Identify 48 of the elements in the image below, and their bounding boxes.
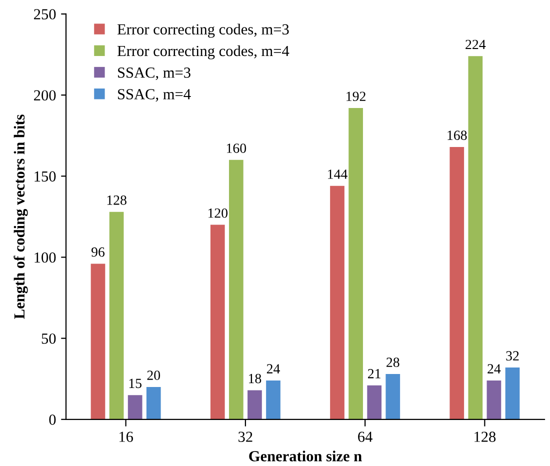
bar xyxy=(450,146,464,420)
legend-label: Error correcting codes, m=4 xyxy=(117,45,290,60)
data-label: 144 xyxy=(328,170,348,179)
data-label: 18 xyxy=(248,374,262,384)
y-tick-label: 50 xyxy=(42,333,56,344)
data-label: 21 xyxy=(368,369,380,378)
legend-label: SSAC, m=3 xyxy=(118,68,190,80)
data-label: 224 xyxy=(466,40,486,50)
bar xyxy=(367,385,382,420)
bar xyxy=(210,224,225,420)
data-label: 96 xyxy=(92,247,105,257)
data-label: 15 xyxy=(129,378,142,388)
data-label: 20 xyxy=(147,370,160,380)
bar xyxy=(505,368,520,420)
data-label: 32 xyxy=(506,351,519,361)
data-label: 168 xyxy=(448,130,467,140)
bar xyxy=(486,380,502,420)
legend-label: SSAC, m=4 xyxy=(118,89,191,102)
data-label: 192 xyxy=(346,92,366,102)
data-label: 24 xyxy=(266,364,280,374)
bar xyxy=(348,108,363,420)
bar xyxy=(90,264,106,420)
x-tick-label: 64 xyxy=(358,432,372,442)
y-tick-label: 0 xyxy=(49,414,56,425)
data-label: 160 xyxy=(226,144,246,153)
y-tick-label: 200 xyxy=(34,90,56,101)
data-label: 24 xyxy=(488,364,501,374)
x-tick-label: 128 xyxy=(474,432,496,442)
y-tick-label: 150 xyxy=(34,171,56,182)
bar xyxy=(109,212,124,420)
data-label: 128 xyxy=(107,195,126,205)
bar xyxy=(266,380,280,420)
bar xyxy=(128,395,142,420)
x-tick-label: 32 xyxy=(238,432,252,442)
bar xyxy=(146,386,161,420)
y-tick-label: 100 xyxy=(34,252,56,263)
x-axis-title: Generation size n xyxy=(249,450,362,462)
data-label: 120 xyxy=(208,208,228,218)
data-label: 28 xyxy=(386,358,400,368)
bar xyxy=(386,374,400,420)
bar xyxy=(330,186,344,420)
y-tick-label: 250 xyxy=(34,9,56,20)
bar xyxy=(248,390,262,420)
bar xyxy=(228,160,244,420)
bar xyxy=(468,56,483,420)
y-axis-title: Length of coding vectors in bits xyxy=(14,114,28,319)
x-tick-label: 16 xyxy=(120,432,133,442)
legend-label: Error correcting codes, m=3 xyxy=(117,24,289,38)
